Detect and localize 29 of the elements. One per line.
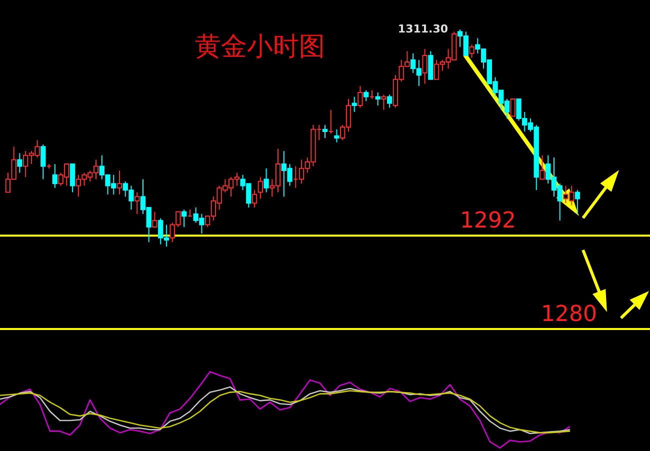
candlestick bbox=[40, 144, 46, 180]
annotation: 1292 bbox=[460, 208, 516, 234]
candlestick bbox=[134, 192, 140, 214]
candlestick bbox=[116, 170, 122, 195]
candlestick bbox=[152, 211, 158, 228]
candlestick bbox=[574, 190, 580, 214]
candlestick bbox=[264, 168, 269, 193]
candlestick bbox=[375, 92, 380, 106]
text: 1280 bbox=[541, 302, 597, 327]
candlestick bbox=[17, 152, 22, 174]
candlestick bbox=[381, 94, 386, 110]
candlestick bbox=[322, 124, 328, 139]
candlestick bbox=[358, 85, 363, 108]
chart-title: 黄金小时图 bbox=[195, 32, 325, 62]
candlestick bbox=[540, 154, 545, 180]
candlestick bbox=[334, 128, 340, 143]
annotation: 1311.30 bbox=[398, 22, 448, 36]
candlestick bbox=[258, 176, 263, 200]
candlestick bbox=[510, 98, 516, 117]
candlestick bbox=[364, 90, 369, 102]
candlestick bbox=[252, 190, 258, 208]
candlestick bbox=[352, 96, 357, 112]
candlestick bbox=[181, 209, 187, 228]
candlestick bbox=[70, 164, 76, 193]
candlestick bbox=[52, 164, 58, 188]
candlestick bbox=[469, 44, 474, 58]
candlestick bbox=[387, 94, 392, 108]
candlestick bbox=[422, 48, 428, 84]
candlestick bbox=[428, 50, 434, 80]
